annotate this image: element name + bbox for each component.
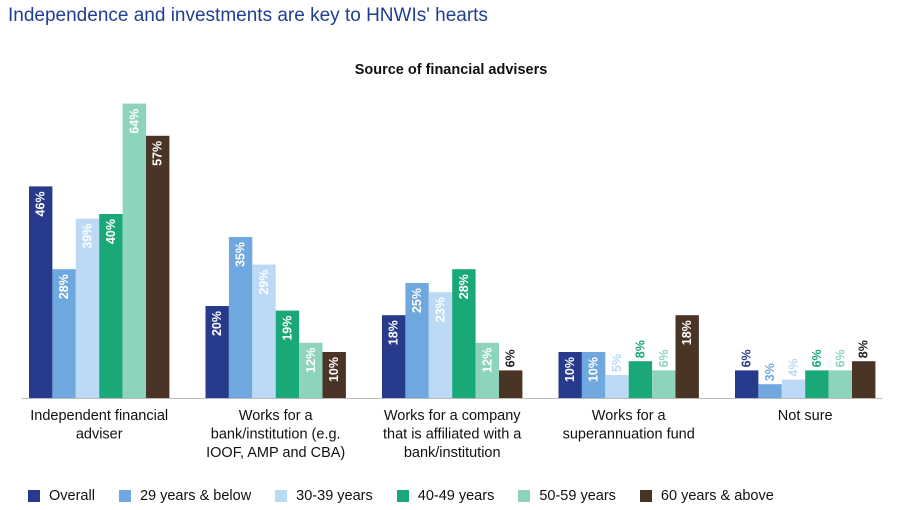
category-label: superannuation fund [563,427,695,443]
legend-swatch [275,490,288,502]
chart-title: Source of financial advisers [355,62,548,78]
bar [652,370,676,398]
bar [322,352,346,398]
legend-item: 29 years & below [118,488,252,504]
category-label: IOOF, AMP and CBA) [206,445,345,461]
bar [29,186,53,398]
bar [558,352,582,398]
bar [382,315,406,398]
data-label: 23% [434,297,448,322]
legend-item: 50-59 years [518,488,616,504]
legend-item: 40-49 years [396,488,495,504]
data-label: 5% [610,354,624,372]
bar [605,375,629,398]
bar [828,370,852,398]
bar [146,135,170,399]
page-title: Independence and investments are key to … [8,5,488,26]
bar [852,361,876,398]
data-label: 12% [304,348,318,373]
data-label: 6% [740,349,754,367]
bar-chart: Source of financial advisers 46% 28% 39% 40%… [22,62,882,461]
legend-item: 30-39 years [275,488,373,504]
legend-swatch [639,490,652,502]
category-label: Works for a [592,408,667,424]
bar [628,361,653,398]
bar [228,237,253,398]
category-label: that is affiliated with a [383,427,522,443]
data-label: 18% [387,320,401,345]
data-label: 40% [104,219,118,244]
legend-item: 60 years & above [639,488,774,504]
data-label: 12% [480,348,494,373]
category-label: bank/institution [404,445,501,461]
legend-item: Overall [28,488,95,504]
data-label: 8% [633,340,647,358]
legend-label: 60 years & above [660,488,774,504]
data-label: 10% [587,357,601,382]
bar [252,264,276,398]
data-label: 18% [680,320,694,345]
data-label: 10% [327,357,341,382]
data-label: 19% [280,316,294,341]
category-label: Works for a company [384,408,521,424]
data-label: 20% [210,311,224,336]
legend-swatch [28,490,40,502]
bar [475,342,499,398]
legend-swatch [396,490,409,502]
bar [428,292,453,398]
bar [275,310,300,398]
bar [499,370,523,398]
data-label: 3% [763,363,777,381]
data-label: 6% [833,349,847,367]
data-label: 28% [457,274,471,299]
data-label: 6% [504,349,518,367]
chart-legend: Overall 29 years & below 30-39 years 40-49 … [28,488,798,504]
bar [299,342,323,398]
legend-swatch [518,490,531,502]
data-label: 46% [34,191,48,216]
bar [122,103,146,398]
legend-label: 40-49 years [417,488,495,504]
bar [75,218,100,398]
category-label: bank/institution (e.g. [211,427,341,443]
bar [735,370,759,398]
data-label: 35% [234,242,248,267]
data-label: 4% [787,359,801,377]
category-label: Not sure [778,408,833,424]
data-label: 28% [57,274,71,299]
legend-label: 30-39 years [296,488,373,504]
legend-label: Overall [49,488,95,504]
bar [581,352,606,398]
data-label: 6% [657,349,671,367]
category-label: adviser [76,427,123,443]
bar [452,269,476,398]
data-label: 6% [810,349,824,367]
data-label: 10% [563,357,577,382]
legend-swatch [118,490,131,502]
bar [205,306,229,398]
category-label: Works for a [239,408,314,424]
bar [52,269,76,398]
legend-label: 50-59 years [539,488,616,504]
bar [781,379,806,398]
bar [405,283,429,398]
data-label: 57% [151,141,165,166]
data-label: 64% [127,109,141,134]
data-label: 8% [857,340,871,358]
data-label: 25% [410,288,424,313]
bar [99,214,123,398]
bar [758,384,782,398]
bar [805,370,829,398]
data-label: 29% [257,270,271,295]
bar [675,315,699,398]
legend-label: 29 years & below [139,488,252,504]
category-label: Independent financial [30,408,168,424]
data-label: 39% [81,224,95,249]
